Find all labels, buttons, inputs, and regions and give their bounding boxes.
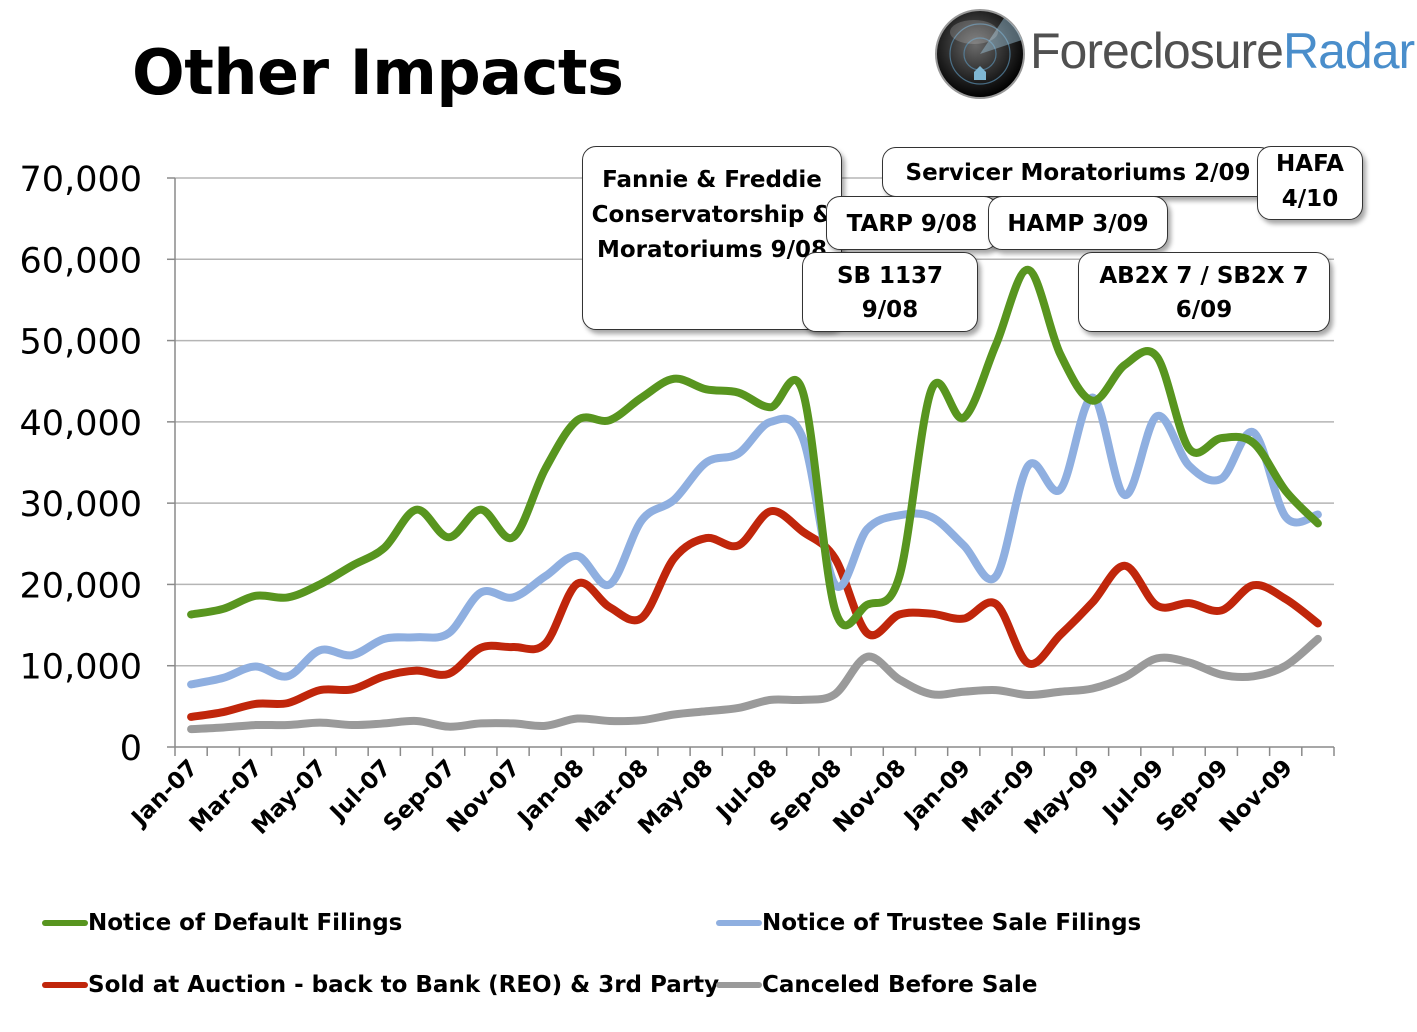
y-tick-label-0: 0 — [120, 729, 142, 769]
legend-swatch-nod — [42, 920, 88, 926]
annotation-hafa-text: HAFA 4/10 — [1276, 151, 1344, 212]
foreclosure-radar-logo: ForeclosureRadar — [934, 8, 1415, 100]
annotation-sb1137-text: SB 1137 9/08 — [836, 263, 944, 323]
y-tick-label-1: 10,000 — [20, 648, 142, 688]
legend-sold-at-auction: Sold at Auction - back to Bank (REO) & 3… — [42, 972, 719, 998]
legend-swatch-nts — [716, 920, 762, 926]
legend-notice-of-trustee-sale: Notice of Trustee Sale Filings — [716, 910, 1141, 936]
y-tick-label-6: 60,000 — [20, 241, 142, 281]
series-line-1 — [187, 393, 1322, 689]
legend-notice-of-default: Notice of Default Filings — [42, 910, 402, 936]
legend-label-nts: Notice of Trustee Sale Filings — [762, 910, 1142, 936]
annotation-sb1137: SB 1137 9/08 — [802, 252, 978, 332]
annotation-servicer-text: Servicer Moratoriums 2/09 — [905, 160, 1251, 186]
annotation-tarp-text: TARP 9/08 — [846, 211, 978, 237]
legend-swatch-sold — [42, 982, 88, 988]
legend-label-canceled: Canceled Before Sale — [762, 972, 1038, 998]
annotation-fannie-freddie-text: Fannie & Freddie Conservatorship & Morat… — [591, 167, 833, 263]
legend-label-sold: Sold at Auction - back to Bank (REO) & 3… — [88, 972, 720, 998]
y-tick-label-5: 50,000 — [20, 323, 142, 363]
annotation-ab2x7-text: AB2X 7 / SB2X 7 6/09 — [1099, 263, 1309, 323]
series-line-3 — [187, 634, 1322, 734]
y-tick-label-4: 40,000 — [20, 404, 142, 444]
annotation-ab2x7: AB2X 7 / SB2X 7 6/09 — [1078, 252, 1330, 332]
legend-swatch-canceled — [716, 982, 762, 988]
y-tick-label-2: 20,000 — [20, 566, 142, 606]
annotation-servicer-moratoriums: Servicer Moratoriums 2/09 — [882, 147, 1274, 197]
page-title: Other Impacts — [132, 36, 624, 109]
radar-logo-icon — [935, 9, 1025, 99]
series-line-2 — [187, 507, 1322, 721]
logo-text-foreclosure: Foreclosure — [1030, 23, 1284, 79]
annotation-hamp-text: HAMP 3/09 — [1007, 211, 1149, 237]
legend-label-nod: Notice of Default Filings — [88, 910, 403, 936]
series-line-0 — [187, 265, 1322, 630]
annotation-fannie-freddie: Fannie & Freddie Conservatorship & Morat… — [582, 146, 842, 330]
annotation-hafa: HAFA 4/10 — [1257, 146, 1363, 220]
annotation-hamp: HAMP 3/09 — [988, 196, 1168, 250]
annotation-tarp: TARP 9/08 — [826, 196, 998, 250]
logo-text-radar: Radar — [1283, 23, 1415, 79]
y-tick-label-7: 70,000 — [20, 160, 142, 200]
legend-canceled-before-sale: Canceled Before Sale — [716, 972, 1037, 998]
y-tick-label-3: 30,000 — [20, 485, 142, 525]
